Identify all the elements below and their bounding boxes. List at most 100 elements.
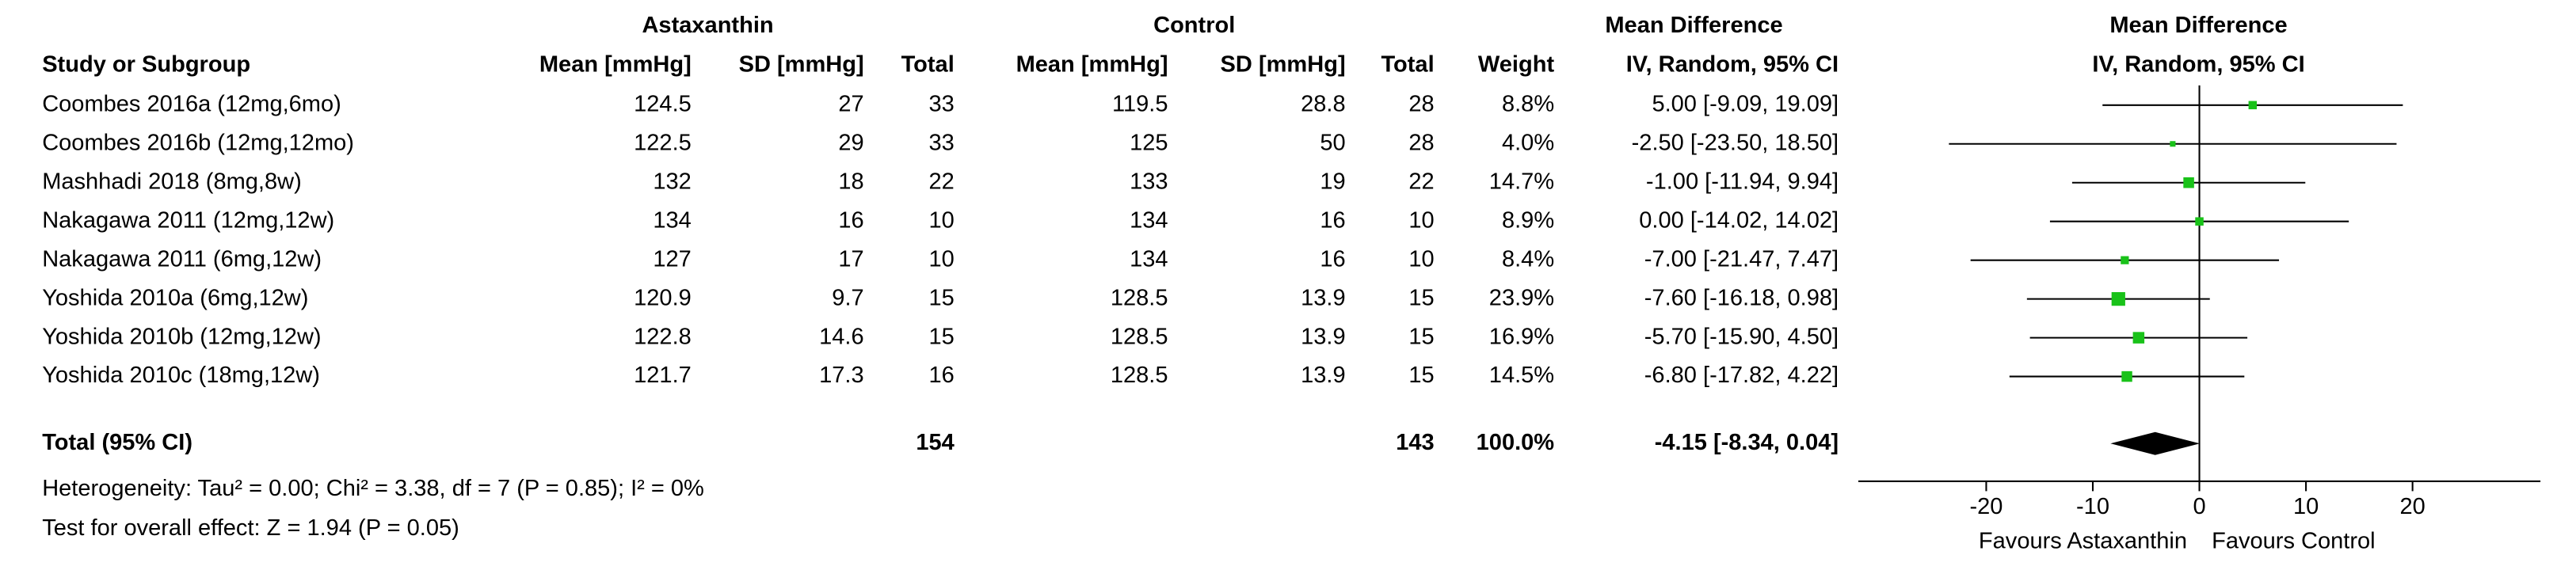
cell: 10 <box>928 207 954 233</box>
cell: -1.00 [-11.94, 9.94] <box>1646 169 1839 194</box>
cell: 15 <box>1408 324 1434 349</box>
cell: 125 <box>1130 130 1168 155</box>
cell: 8.9% <box>1502 207 1554 233</box>
cell: 8.8% <box>1502 91 1554 116</box>
cell: 133 <box>1130 169 1168 194</box>
effect-square <box>2132 332 2145 344</box>
cell: 8.4% <box>1502 246 1554 272</box>
cell: 22 <box>928 169 954 194</box>
study-name: Coombes 2016b (12mg,12mo) <box>42 130 354 155</box>
cell: 122.5 <box>634 130 692 155</box>
effect-square <box>2111 292 2125 306</box>
cell: 127 <box>653 246 691 272</box>
cell: 14.5% <box>1489 363 1554 388</box>
plot-header: Mean Difference <box>2109 13 2287 38</box>
study-name: Yoshida 2010a (6mg,12w) <box>42 285 308 310</box>
cell: 128.5 <box>1111 285 1168 310</box>
cell: 15 <box>928 285 954 310</box>
study-name: Mashhadi 2018 (8mg,8w) <box>42 169 302 194</box>
cell: 29 <box>838 130 863 155</box>
cell: 13.9 <box>1301 324 1346 349</box>
cell: 9.7 <box>832 285 863 310</box>
heterogeneity: Heterogeneity: Tau² = 0.00; Chi² = 3.38,… <box>42 476 704 501</box>
cell: -6.80 [-17.82, 4.22] <box>1644 363 1839 388</box>
cell: 28.8 <box>1301 91 1346 116</box>
cell: 19 <box>1320 169 1345 194</box>
cell: 121.7 <box>634 363 692 388</box>
column-header: IV, Random, 95% CI <box>1626 52 1839 78</box>
cell: 14.6 <box>819 324 864 349</box>
cell: 17.3 <box>819 363 864 388</box>
cell: 50 <box>1320 130 1345 155</box>
column-header: Mean [mmHg] <box>1016 52 1168 78</box>
cell: 16 <box>838 207 863 233</box>
cell: 5.00 [-9.09, 19.09] <box>1652 91 1839 116</box>
cell: 16 <box>1320 207 1345 233</box>
cell: 17 <box>838 246 863 272</box>
cell: 122.8 <box>634 324 692 349</box>
effect-square <box>2121 370 2132 382</box>
cell: 33 <box>928 91 954 116</box>
group2-header: Control <box>1153 13 1235 38</box>
effect-square <box>2170 141 2176 147</box>
overall-effect: Test for overall effect: Z = 1.94 (P = 0… <box>42 515 459 541</box>
cell: 119.5 <box>1112 91 1168 116</box>
plot-subheader: IV, Random, 95% CI <box>2092 52 2304 78</box>
cell: -7.60 [-16.18, 0.98] <box>1644 285 1839 310</box>
column-header: SD [mmHg] <box>739 52 864 78</box>
column-header: Total <box>901 52 955 78</box>
cell: 18 <box>838 169 863 194</box>
cell: 120.9 <box>634 285 692 310</box>
cell: 132 <box>653 169 691 194</box>
total-ci: -4.15 [-8.34, 0.04] <box>1655 430 1839 455</box>
study-name: Nakagawa 2011 (12mg,12w) <box>42 207 334 233</box>
column-header: Total <box>1381 52 1434 78</box>
cell: 33 <box>928 130 954 155</box>
cell: 10 <box>1408 207 1434 233</box>
column-header: SD [mmHg] <box>1221 52 1346 78</box>
cell: 134 <box>1130 246 1168 272</box>
group1-header: Astaxanthin <box>642 13 773 38</box>
column-header: Weight <box>1478 52 1555 78</box>
cell: 134 <box>1130 207 1168 233</box>
x-tick-label: 20 <box>2399 494 2425 519</box>
cell: -7.00 [-21.47, 7.47] <box>1644 246 1839 272</box>
cell: 27 <box>838 91 863 116</box>
column-header: Mean [mmHg] <box>539 52 692 78</box>
summary-diamond <box>2110 431 2201 455</box>
x-tick-label: 0 <box>2193 494 2205 519</box>
cell: 16.9% <box>1489 324 1554 349</box>
column-header: Study or Subgroup <box>42 52 250 78</box>
study-name: Yoshida 2010c (18mg,12w) <box>42 363 320 388</box>
study-name: Nakagawa 2011 (6mg,12w) <box>42 246 322 272</box>
cell: 15 <box>928 324 954 349</box>
favours-right: Favours Control <box>2212 528 2376 553</box>
x-tick-label: 10 <box>2293 494 2319 519</box>
cell: 22 <box>1408 169 1434 194</box>
cell: -5.70 [-15.90, 4.50] <box>1644 324 1839 349</box>
cell: 28 <box>1408 130 1434 155</box>
cell: 10 <box>928 246 954 272</box>
cell: 4.0% <box>1502 130 1554 155</box>
cell: 28 <box>1408 91 1434 116</box>
cell: 10 <box>1408 246 1434 272</box>
effect-header: Mean Difference <box>1605 13 1782 38</box>
cell: 134 <box>653 207 691 233</box>
cell: 16 <box>928 363 954 388</box>
effect-square <box>2195 217 2204 226</box>
total-n2: 143 <box>1396 430 1434 455</box>
cell: -2.50 [-23.50, 18.50] <box>1632 130 1839 155</box>
cell: 15 <box>1408 363 1434 388</box>
cell: 128.5 <box>1111 324 1168 349</box>
cell: 13.9 <box>1301 363 1346 388</box>
cell: 23.9% <box>1489 285 1554 310</box>
study-name: Coombes 2016a (12mg,6mo) <box>42 91 341 116</box>
total-weight: 100.0% <box>1477 430 1555 455</box>
cell: 14.7% <box>1489 169 1554 194</box>
effect-square <box>2248 101 2258 110</box>
total-n1: 154 <box>916 430 954 455</box>
cell: 0.00 [-14.02, 14.02] <box>1639 207 1839 233</box>
x-tick-label: -10 <box>2076 494 2109 519</box>
cell: 124.5 <box>634 91 692 116</box>
